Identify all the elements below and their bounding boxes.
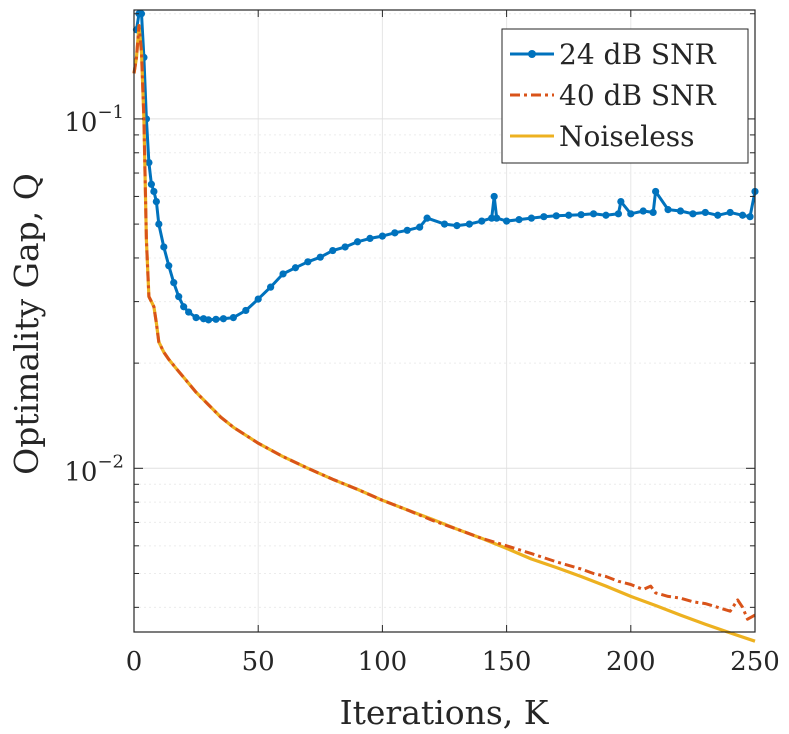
x-tick-label: 0: [126, 647, 143, 677]
data-point-24-db-snr: [316, 253, 324, 261]
data-point-24-db-snr: [527, 214, 536, 222]
data-point-24-db-snr: [304, 258, 312, 266]
axes: [133, 9, 756, 633]
data-point-24-db-snr: [602, 211, 610, 219]
data-point-24-db-snr: [664, 206, 672, 214]
data-point-24-db-snr: [488, 214, 496, 222]
data-point-24-db-snr: [440, 220, 449, 228]
data-point-24-db-snr: [391, 229, 399, 237]
data-point-24-db-snr: [565, 211, 573, 219]
x-axis-title: Iterations, K: [340, 693, 550, 732]
data-point-24-db-snr: [453, 222, 461, 230]
data-point-24-db-snr: [137, 10, 146, 18]
data-point-24-db-snr: [152, 197, 160, 206]
data-point-24-db-snr: [493, 214, 501, 222]
data-point-24-db-snr: [366, 234, 374, 243]
y-axis-title: Optimality Gap, Q: [7, 173, 46, 475]
data-point-24-db-snr: [714, 211, 722, 219]
x-tick-label: 200: [606, 647, 656, 677]
legend-marker-24-db-snr: [528, 50, 536, 58]
data-point-24-db-snr: [649, 208, 657, 217]
data-point-24-db-snr: [701, 208, 709, 217]
data-point-24-db-snr: [204, 316, 213, 324]
data-point-24-db-snr: [180, 303, 188, 311]
data-point-24-db-snr: [353, 238, 362, 246]
data-point-24-db-snr: [639, 207, 647, 215]
data-point-24-db-snr: [515, 216, 523, 224]
data-point-24-db-snr: [490, 192, 498, 201]
x-tick-label: 250: [730, 647, 780, 677]
data-point-24-db-snr: [577, 211, 585, 219]
data-point-24-db-snr: [229, 313, 237, 322]
x-tick-label: 50: [242, 647, 275, 677]
data-point-24-db-snr: [746, 213, 754, 221]
data-point-24-db-snr: [254, 295, 262, 303]
data-point-24-db-snr: [242, 306, 250, 315]
data-point-24-db-snr: [378, 232, 386, 240]
data-point-24-db-snr: [341, 243, 349, 251]
data-point-24-db-snr: [738, 211, 747, 219]
x-tick-label: 150: [482, 647, 532, 677]
tick-labels: 0 50 100 150 200 250 10−1 10−2: [64, 102, 779, 677]
data-point-24-db-snr: [689, 210, 697, 218]
legend-label-40-db-snr: 40 dB SNR: [559, 79, 717, 112]
legend-box: [501, 28, 749, 164]
data-series: [132, 10, 759, 643]
data-point-24-db-snr: [147, 180, 155, 188]
data-point-24-db-snr: [589, 210, 598, 218]
data-point-24-db-snr: [291, 264, 300, 272]
axes-box: [133, 9, 756, 633]
data-point-24-db-snr: [267, 283, 275, 291]
data-point-24-db-snr: [423, 214, 431, 222]
data-point-24-db-snr: [175, 293, 183, 301]
legend-label-24-db-snr: 24 dB SNR: [559, 38, 717, 71]
data-point-24-db-snr: [676, 207, 685, 215]
series-line-40-db-snr: [132, 24, 756, 621]
y-tick-label: 10−2: [64, 451, 124, 487]
legend: 24 dB SNR 40 dB SNR Noiseless: [501, 28, 749, 164]
data-point-24-db-snr: [160, 243, 168, 251]
x-tick-label: 100: [358, 647, 408, 677]
data-point-24-db-snr: [465, 220, 473, 228]
data-point-24-db-snr: [150, 187, 158, 196]
data-point-24-db-snr: [652, 187, 660, 196]
data-point-24-db-snr: [329, 246, 337, 255]
data-point-24-db-snr: [185, 308, 193, 316]
data-point-24-db-snr: [192, 313, 200, 322]
data-point-24-db-snr: [170, 279, 178, 287]
data-point-24-db-snr: [403, 226, 411, 234]
data-point-24-db-snr: [617, 197, 625, 206]
data-point-24-db-snr: [503, 217, 511, 225]
data-point-24-db-snr: [726, 208, 734, 217]
data-point-24-db-snr: [614, 210, 622, 218]
data-point-24-db-snr: [219, 315, 228, 323]
data-point-24-db-snr: [552, 212, 560, 220]
data-point-24-db-snr: [155, 220, 163, 228]
y-tick-label: 10−1: [64, 102, 124, 138]
data-point-24-db-snr: [540, 213, 548, 221]
data-point-24-db-snr: [627, 210, 635, 218]
data-point-24-db-snr: [416, 223, 424, 231]
data-point-24-db-snr: [145, 158, 153, 167]
data-point-24-db-snr: [212, 315, 220, 323]
data-point-24-db-snr: [165, 262, 173, 270]
legend-label-noiseless: Noiseless: [559, 120, 695, 153]
data-point-24-db-snr: [478, 217, 486, 225]
data-point-24-db-snr: [279, 270, 287, 278]
